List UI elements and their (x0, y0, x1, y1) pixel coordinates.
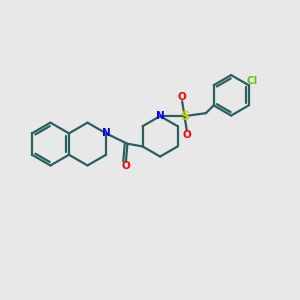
Text: O: O (122, 161, 130, 171)
Text: S: S (180, 110, 189, 123)
Text: N: N (102, 128, 111, 138)
Text: O: O (182, 130, 191, 140)
Text: N: N (156, 111, 164, 121)
Text: O: O (178, 92, 187, 102)
Text: Cl: Cl (246, 76, 257, 86)
